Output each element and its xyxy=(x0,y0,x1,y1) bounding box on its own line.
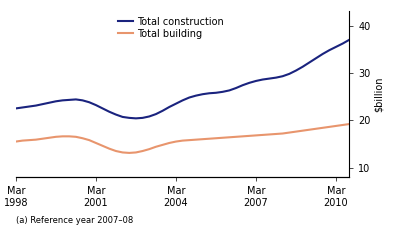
Total construction xyxy=(300,65,305,68)
Total building xyxy=(13,140,18,143)
Total building xyxy=(247,135,252,137)
Total building xyxy=(300,129,305,132)
Total construction xyxy=(227,89,232,92)
Total construction xyxy=(154,113,158,116)
Total building xyxy=(260,133,265,136)
Total building xyxy=(360,121,365,124)
Total building xyxy=(127,152,132,154)
Total construction xyxy=(133,117,138,120)
Legend: Total construction, Total building: Total construction, Total building xyxy=(114,13,228,43)
Line: Total building: Total building xyxy=(16,123,383,153)
Total construction xyxy=(20,106,25,109)
Total building xyxy=(227,136,232,139)
Total construction xyxy=(13,107,18,110)
Text: (a) Reference year 2007–08: (a) Reference year 2007–08 xyxy=(16,216,133,225)
Line: Total construction: Total construction xyxy=(16,24,383,118)
Total building xyxy=(380,124,385,126)
Y-axis label: $billion: $billion xyxy=(374,76,384,112)
Total building xyxy=(20,139,25,142)
Total construction xyxy=(380,23,385,25)
Total building xyxy=(154,146,158,148)
Total construction xyxy=(260,78,265,81)
Total construction xyxy=(247,81,252,84)
